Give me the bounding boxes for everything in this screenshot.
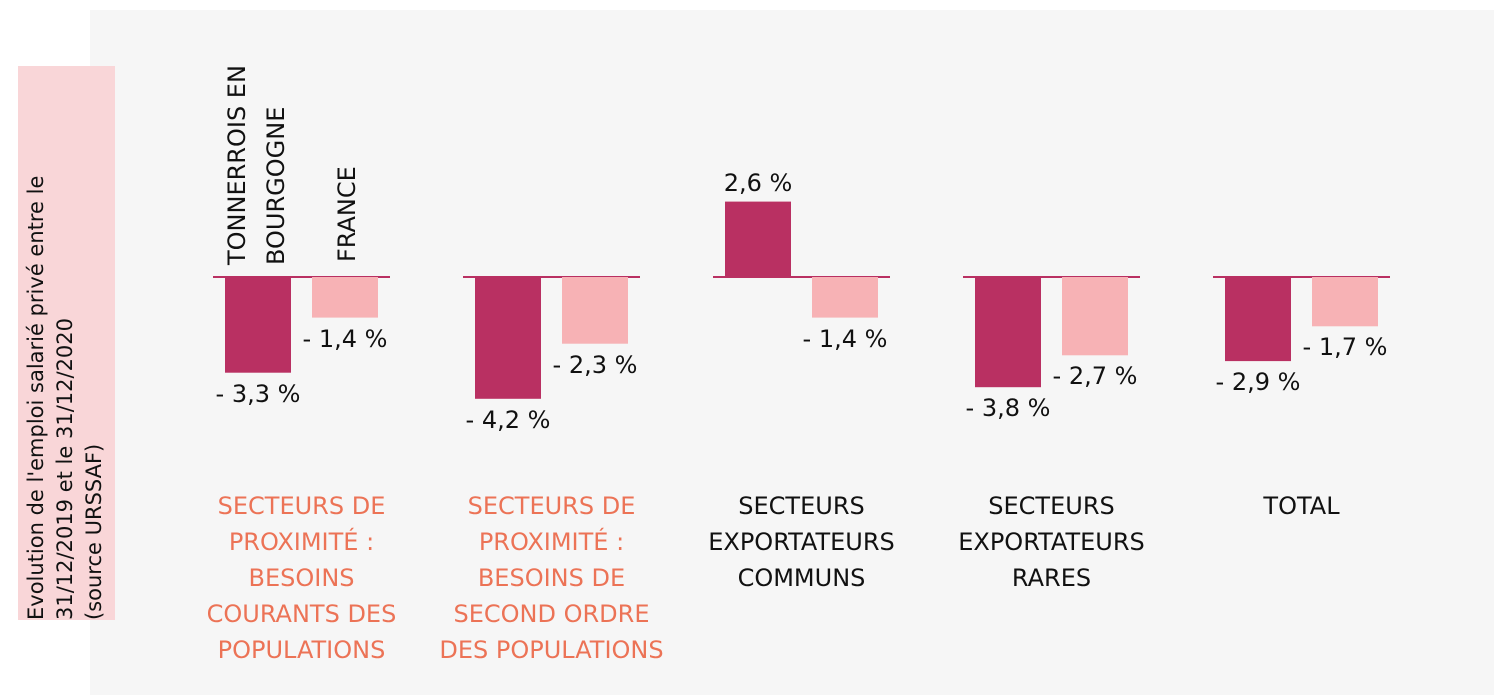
bar	[475, 277, 541, 399]
bar	[1225, 277, 1291, 362]
x-tick-label: SECTEURS DE PROXIMITÉ : BESOINS COURANTS…	[206, 492, 397, 664]
bar	[562, 277, 628, 344]
x-tick-label: SECTEURS EXPORTATEURS COMMUNS	[708, 492, 895, 592]
bar	[975, 277, 1041, 388]
bar	[225, 277, 291, 373]
data-label: - 4,2 %	[465, 405, 551, 434]
x-tick-label: SECTEURS DE PROXIMITÉ : BESOINS DE SECON…	[439, 492, 664, 664]
x-tick-label: SECTEURS EXPORTATEURS RARES	[958, 492, 1145, 592]
bar	[1062, 277, 1128, 356]
data-label: - 2,3 %	[552, 350, 638, 379]
y-label-box	[18, 66, 115, 620]
bar	[312, 277, 378, 318]
data-label: - 3,8 %	[965, 394, 1051, 423]
legend-label: FRANCE	[333, 166, 361, 262]
data-label: - 2,9 %	[1215, 368, 1301, 397]
bar	[725, 201, 791, 277]
bar	[812, 277, 878, 318]
data-label: - 1,7 %	[1302, 333, 1388, 362]
data-label: - 2,7 %	[1052, 362, 1138, 391]
y-axis-label: Evolution de l'emploi salarié privé entr…	[24, 175, 106, 620]
bar	[1312, 277, 1378, 327]
data-label: 2,6 %	[723, 168, 793, 197]
x-tick-label: TOTAL	[1263, 492, 1340, 520]
legend-label: TONNERROIS EN BOURGOGNE	[223, 65, 290, 265]
data-label: - 3,3 %	[215, 379, 301, 408]
data-label: - 1,4 %	[802, 324, 888, 353]
data-label: - 1,4 %	[302, 324, 388, 353]
